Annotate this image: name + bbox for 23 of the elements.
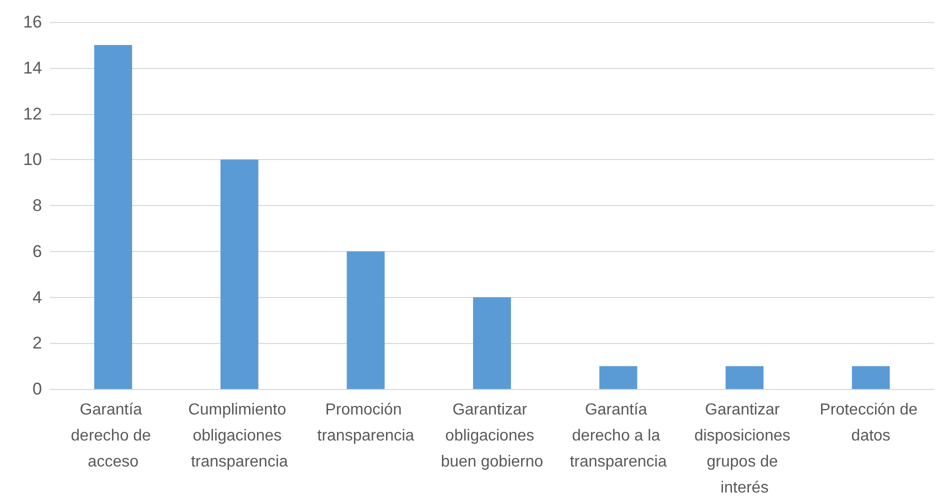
bar [346,251,385,389]
y-tick-label: 8 [32,196,42,215]
x-tick-label: Garantizar disposiciones grupos de interés [694,402,795,496]
y-tick-label: 14 [23,58,42,78]
x-tick-label: Cumplimiento obligaciones transparencia [188,402,291,470]
y-tick-label: 0 [32,380,42,398]
x-tick-label: Garantía derecho a la transparencia [570,402,667,470]
y-tick-label: 16 [23,12,42,32]
bar [852,366,890,389]
bar [473,297,511,389]
bar [94,44,132,389]
bar [220,160,258,389]
x-tick-label: Garantizar obligaciones buen gobierno [440,402,544,470]
y-tick-label: 2 [32,334,42,353]
y-tick-label: 6 [32,242,42,261]
bar [599,366,638,389]
x-tick-label: Promoción transparencia [317,402,414,444]
y-tick-label: 10 [23,150,42,170]
y-tick-label: 12 [23,104,42,124]
y-tick-label: 4 [32,288,42,307]
x-tick-label: Protección de datos [820,402,922,444]
x-tick-label: Garantía derecho de acceso [70,402,156,470]
bar [726,366,764,389]
